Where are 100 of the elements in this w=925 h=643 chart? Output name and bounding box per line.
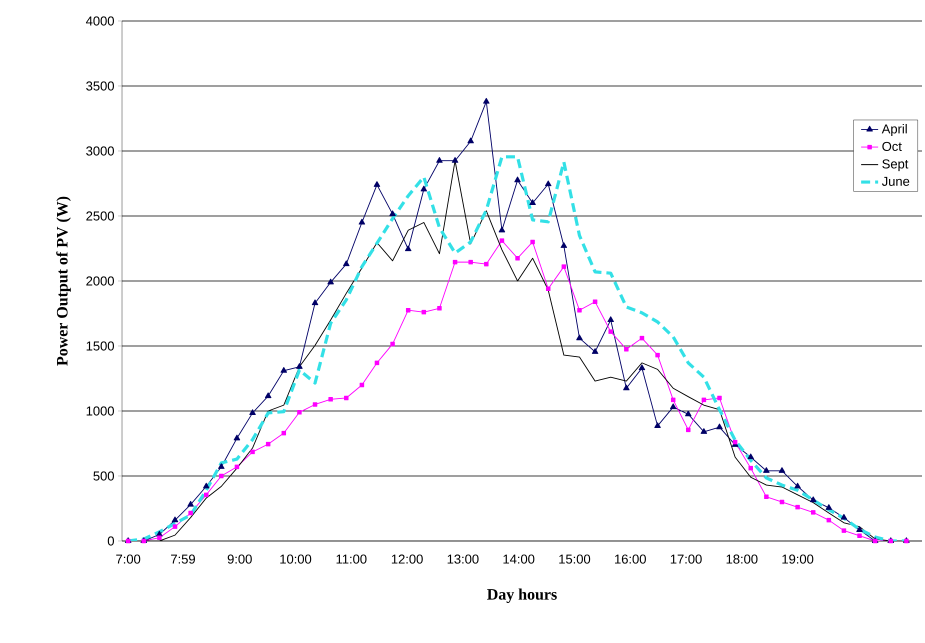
legend-label: April (882, 124, 907, 136)
point (234, 464, 240, 470)
point (250, 450, 255, 454)
x-tick-label: 10:00 (280, 554, 312, 564)
point (172, 516, 178, 522)
point (343, 260, 350, 266)
point (529, 199, 536, 206)
point (670, 398, 676, 402)
point (810, 510, 816, 515)
point (280, 367, 288, 373)
point (296, 363, 303, 369)
x-tick-label: 18:00 (726, 554, 758, 564)
point (297, 410, 302, 415)
point (266, 442, 270, 446)
point (778, 467, 786, 473)
x-tick-label: 17:00 (670, 554, 702, 564)
y-axis-title: Power Output of PV (W) (56, 196, 71, 366)
point (592, 348, 598, 354)
point (328, 397, 333, 402)
point (700, 428, 708, 434)
point (577, 308, 582, 312)
point (389, 210, 396, 216)
point (498, 226, 506, 232)
y-tick-label: 2500 (86, 211, 114, 221)
x-tick-label: 14:00 (503, 554, 534, 564)
point (172, 524, 178, 529)
point (840, 514, 848, 520)
point (420, 186, 428, 192)
y-tick-label: 2000 (86, 276, 114, 286)
point (312, 402, 318, 407)
point (422, 310, 426, 314)
y-tick-label: 3000 (86, 146, 114, 156)
point (857, 534, 862, 538)
point (483, 98, 490, 104)
legend-label: June (882, 176, 910, 186)
y-tick-label: 1500 (86, 341, 114, 351)
point (203, 482, 210, 488)
point (468, 260, 473, 264)
point (234, 434, 240, 440)
point (374, 181, 380, 187)
point (157, 535, 162, 540)
point (638, 364, 646, 370)
point (452, 157, 458, 163)
point (780, 500, 784, 504)
point (748, 466, 753, 470)
point (467, 138, 474, 144)
point (264, 392, 272, 398)
y-tick-label: 0 (108, 536, 114, 546)
point (484, 262, 489, 266)
x-tick-label: 11:00 (336, 554, 367, 564)
point (764, 494, 769, 500)
point (327, 278, 334, 284)
point (404, 245, 412, 252)
legend-label: Oct (882, 142, 902, 151)
x-tick-label: 9:00 (228, 554, 252, 564)
point (188, 510, 193, 516)
y-tick-label: 4000 (86, 16, 114, 26)
y-tick-label: 3500 (86, 81, 114, 91)
point (686, 428, 691, 432)
point (545, 180, 552, 186)
point (826, 504, 832, 510)
point (218, 463, 225, 469)
point (670, 403, 676, 410)
point (795, 504, 800, 510)
point (623, 384, 630, 390)
point (282, 430, 286, 436)
point (794, 482, 801, 488)
point (810, 496, 816, 502)
x-tick-label: 7:00 (116, 554, 140, 564)
point (592, 300, 598, 304)
x-tick-label: 16:00 (615, 554, 646, 564)
point (546, 286, 550, 292)
point (249, 409, 256, 415)
point (654, 422, 661, 428)
point (716, 424, 723, 430)
point (576, 334, 583, 340)
point (826, 518, 832, 522)
x-axis-title: Day hours (487, 588, 557, 604)
point (856, 526, 863, 532)
x-tick-label: 19:00 (782, 554, 814, 564)
x-tick-label: 12:00 (392, 554, 423, 564)
point (717, 396, 722, 400)
point (732, 440, 738, 444)
point (702, 398, 706, 402)
point (748, 453, 754, 460)
point (374, 360, 380, 366)
point (219, 474, 224, 478)
x-tick-label: 15:00 (559, 554, 590, 564)
legend-label: Sept (882, 159, 908, 172)
point (608, 329, 613, 334)
x-tick-label: 13:00 (448, 554, 479, 564)
y-tick-label: 500 (93, 471, 114, 481)
y-tick-label: 1000 (86, 406, 114, 416)
point (515, 256, 520, 260)
point (390, 342, 395, 346)
point (344, 396, 349, 400)
point (624, 346, 629, 352)
point (436, 157, 443, 163)
point (437, 306, 442, 311)
point (187, 500, 194, 507)
